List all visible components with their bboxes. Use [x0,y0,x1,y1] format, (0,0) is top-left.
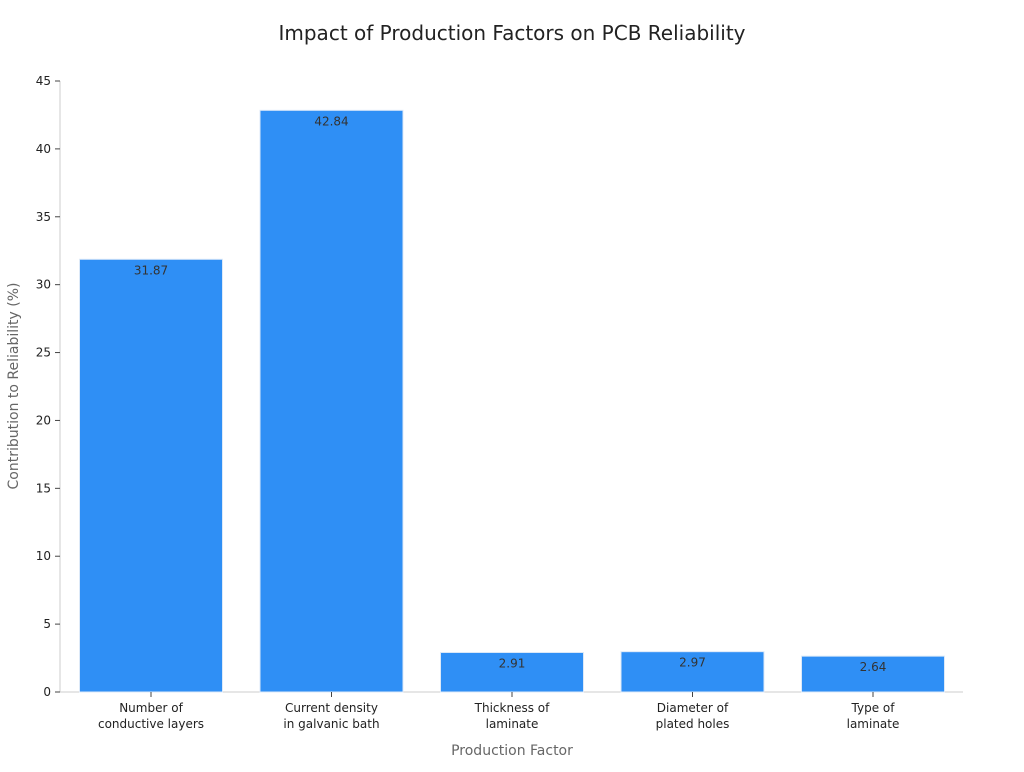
y-axis-label: Contribution to Reliability (%) [6,283,22,490]
y-tick-label-4: 20 [36,413,51,427]
x-tick-label-4-line-1: laminate [847,717,900,731]
y-tick-label-8: 40 [36,142,51,156]
y-tick-label-3: 15 [36,481,51,495]
x-tick-label-4-line-0: Type of [851,701,896,715]
x-axis-label: Production Factor [451,743,573,759]
y-tick-label-6: 30 [36,278,51,292]
bar-2 [440,651,584,693]
x-tick-label-3-line-1: plated holes [656,717,730,731]
y-tick-label-5: 25 [36,346,51,360]
data-label-3: 2.97 [679,656,706,670]
chart-title: Impact of Production Factors on PCB Reli… [278,21,745,45]
y-tick-label-7: 35 [36,210,51,224]
x-tick-label-0-line-1: conductive layers [98,717,204,731]
x-tick-label-1-line-1: in galvanic bath [283,717,379,731]
bar-0 [79,258,223,693]
plot-area: 0 5 10 15 20 25 30 35 40 45 31.87 Number of conducti… [36,74,963,731]
bar-3 [620,651,765,693]
x-tick-label-2-line-1: laminate [486,717,539,731]
data-label-0: 31.87 [134,263,168,277]
y-tick-label-9: 45 [36,74,51,88]
y-tick-label-0: 0 [43,685,51,699]
y-tick-label-2: 10 [36,549,51,563]
data-label-1: 42.84 [314,114,348,128]
x-tick-label-1-line-0: Current density [285,701,378,715]
x-tick-label-2-line-0: Thickness of [474,701,550,715]
data-label-2: 2.91 [499,656,526,670]
x-tick-label-3-line-0: Diameter of [657,701,729,715]
bar-1 [259,109,404,693]
x-tick-label-0-line-0: Number of [119,701,183,715]
data-label-4: 2.64 [860,660,887,674]
y-tick-label-1: 5 [43,617,51,631]
